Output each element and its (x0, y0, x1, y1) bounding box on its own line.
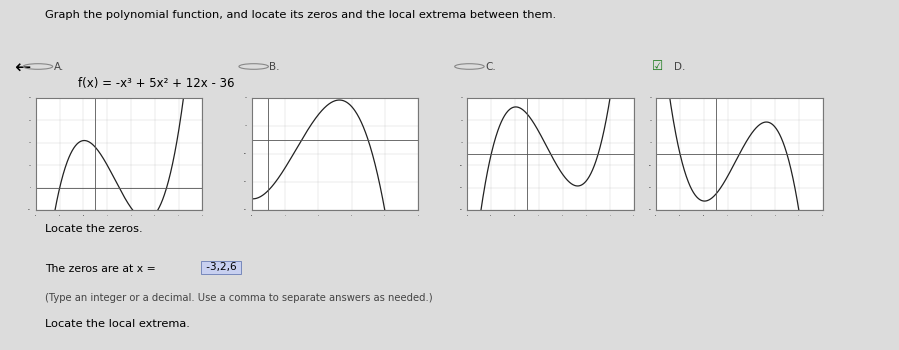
Text: f(x) = -x³ + 5x² + 12x - 36: f(x) = -x³ + 5x² + 12x - 36 (78, 77, 235, 90)
Text: ☑: ☑ (652, 60, 663, 73)
Text: Locate the local extrema.: Locate the local extrema. (45, 320, 190, 329)
Text: C.: C. (485, 62, 496, 71)
Text: -3,2,6: -3,2,6 (202, 262, 240, 272)
Text: ←: ← (14, 59, 31, 78)
Text: Graph the polynomial function, and locate its zeros and the local extrema betwee: Graph the polynomial function, and locat… (45, 10, 556, 21)
Text: D.: D. (674, 62, 685, 71)
Text: The zeros are at x =: The zeros are at x = (45, 264, 156, 274)
Text: A.: A. (54, 62, 64, 71)
Text: Locate the zeros.: Locate the zeros. (45, 224, 143, 234)
Text: (Type an integer or a decimal. Use a comma to separate answers as needed.): (Type an integer or a decimal. Use a com… (45, 293, 432, 303)
Text: B.: B. (270, 62, 280, 71)
